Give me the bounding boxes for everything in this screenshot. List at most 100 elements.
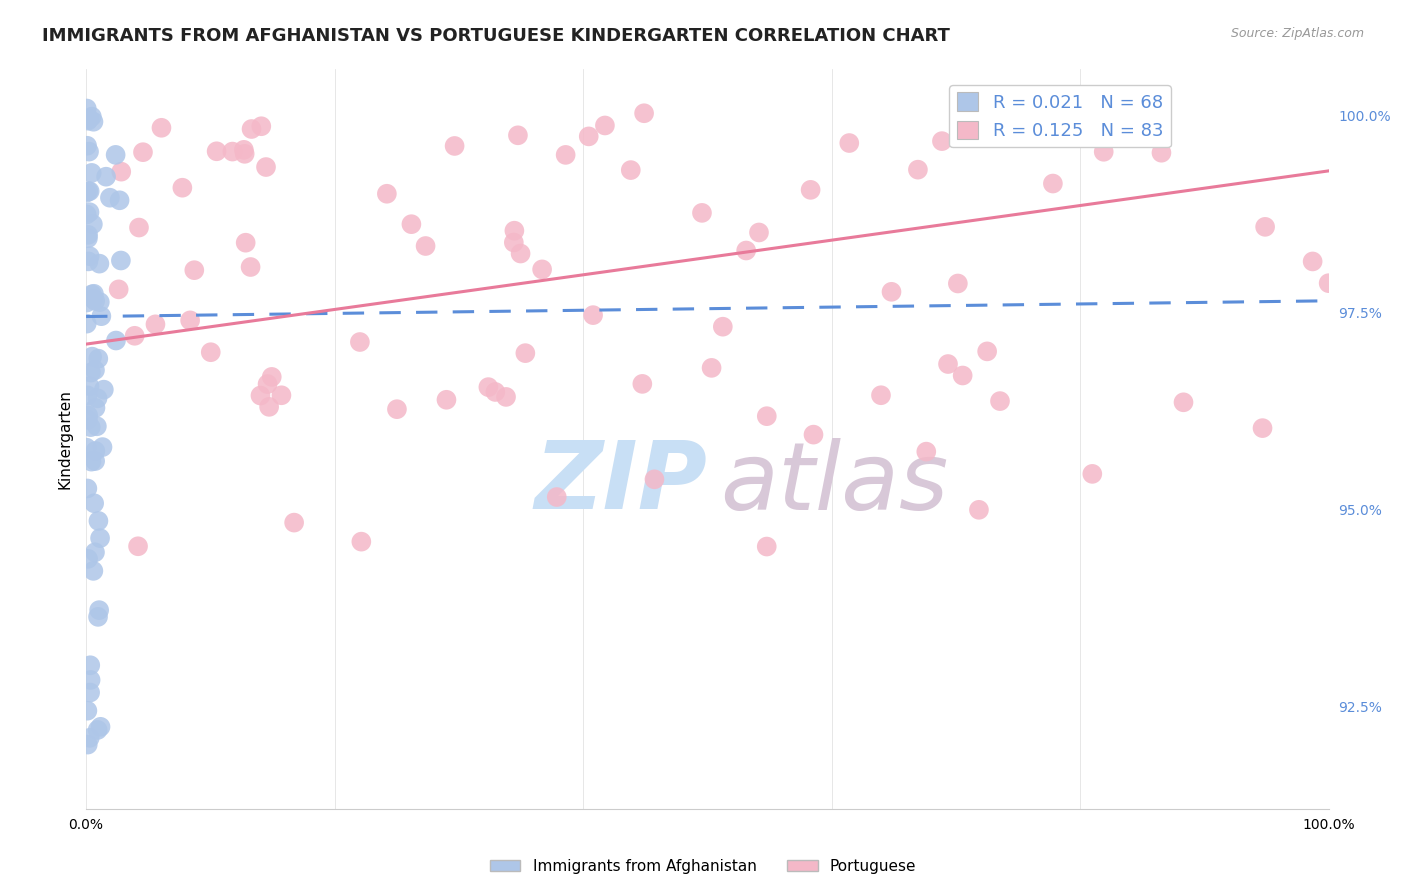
Point	[1254, 219, 1277, 234]
Point	[87, 351, 110, 366]
Point	[443, 139, 465, 153]
Point	[531, 262, 554, 277]
Point	[77, 254, 100, 268]
Point	[76, 388, 98, 402]
Point	[952, 368, 974, 383]
Point	[748, 226, 770, 240]
Point	[915, 444, 938, 458]
Point	[76, 482, 98, 496]
Point	[183, 263, 205, 277]
Point	[976, 344, 998, 359]
Point	[82, 114, 104, 128]
Point	[108, 194, 131, 208]
Point	[84, 401, 107, 415]
Point	[82, 292, 104, 306]
Point	[1317, 276, 1340, 290]
Point	[179, 313, 201, 327]
Point	[80, 420, 103, 434]
Point	[79, 379, 101, 393]
Point	[593, 119, 616, 133]
Point	[503, 224, 526, 238]
Point	[235, 235, 257, 250]
Point	[145, 318, 167, 332]
Point	[1150, 145, 1173, 160]
Point	[270, 388, 292, 402]
Point	[98, 191, 121, 205]
Point	[870, 388, 893, 402]
Point	[76, 295, 98, 310]
Point	[79, 249, 101, 263]
Text: atlas: atlas	[720, 437, 948, 528]
Point	[755, 540, 778, 554]
Point	[803, 427, 825, 442]
Point	[755, 409, 778, 424]
Point	[76, 102, 98, 116]
Point	[77, 551, 100, 566]
Point	[80, 287, 103, 301]
Point	[77, 227, 100, 242]
Text: ZIP: ZIP	[534, 437, 707, 529]
Point	[80, 110, 103, 124]
Point	[436, 392, 458, 407]
Point	[79, 731, 101, 745]
Point	[633, 106, 655, 120]
Point	[249, 388, 271, 402]
Point	[907, 162, 929, 177]
Point	[256, 377, 278, 392]
Point	[484, 384, 506, 399]
Point	[84, 444, 107, 458]
Point	[86, 723, 108, 737]
Point	[80, 366, 103, 380]
Point	[76, 138, 98, 153]
Point	[515, 346, 537, 360]
Point	[946, 277, 969, 291]
Point	[502, 235, 524, 250]
Point	[76, 704, 98, 718]
Point	[93, 383, 115, 397]
Point	[838, 136, 860, 150]
Point	[1092, 145, 1115, 159]
Point	[1302, 254, 1324, 268]
Point	[91, 440, 114, 454]
Point	[232, 143, 254, 157]
Point	[375, 186, 398, 201]
Point	[880, 285, 903, 299]
Point	[90, 309, 112, 323]
Point	[89, 720, 111, 734]
Point	[86, 392, 108, 406]
Point	[128, 220, 150, 235]
Point	[221, 145, 243, 159]
Point	[76, 413, 98, 427]
Point	[509, 246, 531, 260]
Point	[385, 402, 408, 417]
Point	[86, 419, 108, 434]
Point	[735, 244, 758, 258]
Point	[1042, 177, 1064, 191]
Point	[75, 186, 97, 200]
Point	[94, 169, 117, 184]
Point	[84, 293, 107, 308]
Point	[110, 164, 132, 178]
Point	[1081, 467, 1104, 481]
Point	[76, 207, 98, 221]
Point	[132, 145, 155, 160]
Point	[546, 490, 568, 504]
Point	[83, 496, 105, 510]
Point	[631, 376, 654, 391]
Point	[711, 319, 734, 334]
Point	[107, 282, 129, 296]
Point	[89, 603, 111, 617]
Point	[1251, 421, 1274, 435]
Point	[350, 534, 373, 549]
Point	[83, 286, 105, 301]
Point	[506, 128, 529, 143]
Point	[200, 345, 222, 359]
Point	[82, 564, 104, 578]
Point	[77, 184, 100, 198]
Point	[931, 134, 953, 148]
Point	[104, 148, 127, 162]
Point	[77, 113, 100, 128]
Point	[240, 122, 263, 136]
Point	[89, 295, 111, 310]
Point	[124, 328, 146, 343]
